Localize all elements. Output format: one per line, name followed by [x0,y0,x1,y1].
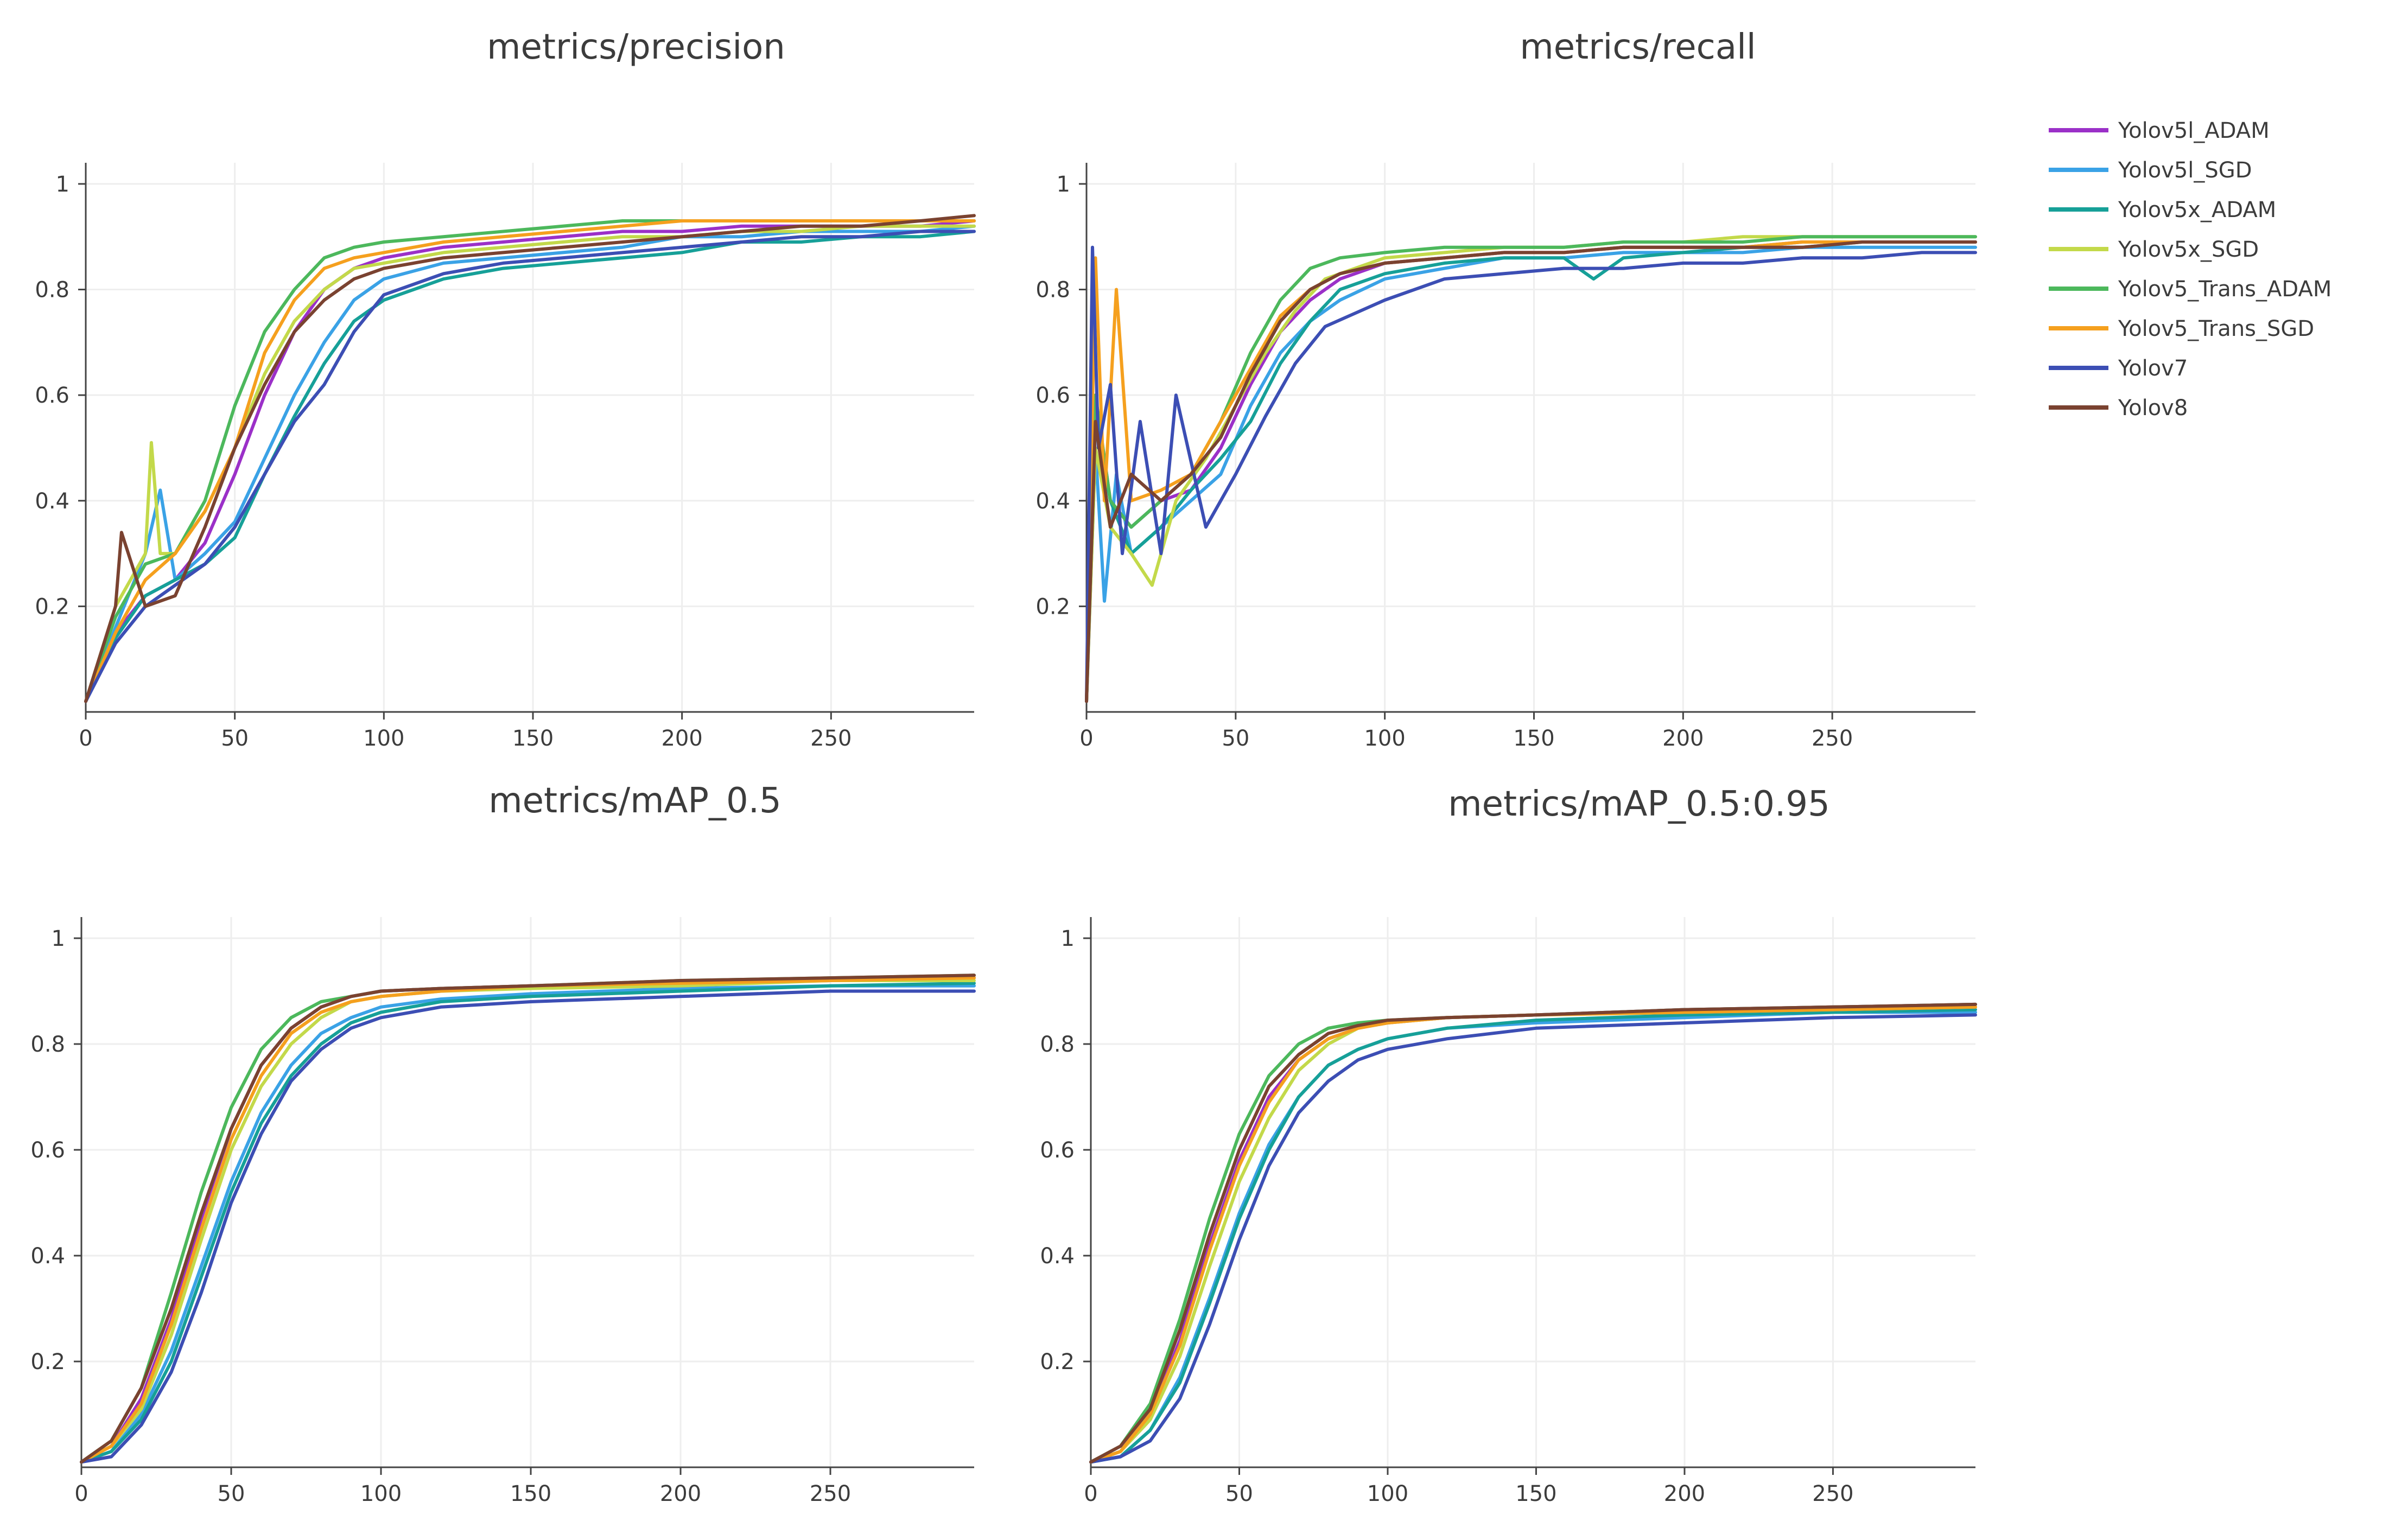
y-tick-label: 0.6 [1040,1138,1075,1163]
x-tick-label: 50 [1222,726,1249,751]
x-tick-label: 100 [363,726,404,751]
series-line-yolov5x-sgd [80,979,976,1464]
series-line-yolov5l-adam [84,219,976,703]
x-tick-label: 50 [221,726,249,751]
legend-item-yolov5l-sgd[interactable]: Yolov5l_SGD [2049,158,2252,183]
y-tick-label: 0.6 [1035,383,1070,408]
series-line-yolov8 [1089,1002,1977,1464]
y-tick-label: 0.8 [1035,278,1070,303]
legend-item-yolov7[interactable]: Yolov7 [2049,356,2188,381]
chart-title: metrics/precision [487,27,785,67]
x-tick-label: 0 [74,1481,88,1506]
legend-item-yolov5-trans-sgd[interactable]: Yolov5_Trans_SGD [2049,316,2314,341]
y-tick-label: 0.8 [30,1032,65,1057]
x-tick-label: 100 [1364,726,1405,751]
x-tick-label: 150 [510,1481,551,1506]
y-tick-label: 0.2 [35,594,69,619]
series-line-yolov8 [84,214,976,703]
y-tick-label: 0.4 [35,489,69,514]
chart-panel-metrics-map-0-5-0-95: metrics/mAP_0.5:0.95 0 50 100 150 200 250 0.2 0.… [1040,784,1977,1506]
y-tick-label: 0.8 [1040,1032,1075,1057]
x-tick-label: 200 [1664,1481,1705,1506]
chart-title: metrics/mAP_0.5:0.95 [1448,784,1830,824]
x-tick-label: 200 [661,726,702,751]
series-line-yolov7 [80,989,976,1464]
x-tick-label: 250 [810,726,852,751]
x-tick-label: 150 [1513,726,1554,751]
series-line-yolov5x-adam [1089,1008,1977,1464]
series-line-yolov5-trans-adam [1085,235,1977,703]
legend-label: Yolov7 [2118,356,2188,381]
y-tick-label: 1 [56,172,69,197]
legend-label: Yolov5x_SGD [2118,237,2259,262]
y-tick-label: 0.2 [1040,1350,1075,1374]
legend-label: Yolov5_Trans_ADAM [2118,277,2331,302]
x-tick-label: 150 [512,726,554,751]
series-line-yolov5x-sgd [84,224,976,703]
y-tick-label: 0.4 [30,1244,65,1269]
series-line-yolov5l-sgd [84,224,976,703]
x-tick-label: 250 [810,1481,851,1506]
legend-label: Yolov5x_ADAM [2118,198,2276,222]
y-tick-label: 0.6 [30,1138,65,1163]
x-tick-label: 50 [1225,1481,1253,1506]
series-line-yolov7 [84,230,976,703]
legend-item-yolov8[interactable]: Yolov8 [2049,396,2188,421]
y-tick-label: 0.4 [1035,489,1070,514]
legend-label: Yolov5l_ADAM [2118,118,2270,143]
series-line-yolov5x-sgd [1085,235,1977,703]
x-tick-label: 200 [660,1481,701,1506]
x-tick-label: 0 [1084,1481,1097,1506]
x-tick-label: 250 [1812,726,1853,751]
series-line-yolov8 [80,973,976,1464]
y-tick-label: 1 [1061,926,1075,951]
y-tick-label: 1 [52,926,65,951]
y-tick-label: 1 [1057,172,1070,197]
series-line-yolov5x-adam [80,981,976,1464]
series-line-yolov7 [1085,245,1977,703]
x-tick-label: 150 [1515,1481,1556,1506]
chart-title: metrics/recall [1520,27,1756,67]
y-tick-label: 0.6 [35,383,69,408]
chart-panel-metrics-map-0-5: metrics/mAP_0.5 0 50 100 150 200 250 0.2 0.4 0.6 0… [30,781,976,1506]
x-tick-label: 250 [1812,1481,1853,1506]
x-tick-label: 200 [1662,726,1704,751]
legend-label: Yolov8 [2118,396,2188,421]
legend-item-yolov5x-adam[interactable]: Yolov5x_ADAM [2049,198,2276,222]
y-tick-label: 0.8 [35,278,69,303]
series-line-yolov5l-sgd [80,984,976,1464]
chart-panel-metrics-precision: metrics/precision 0 50 100 150 200 250 0.2 0.4 0.… [35,27,976,751]
legend-item-yolov5-trans-adam[interactable]: Yolov5_Trans_ADAM [2049,277,2331,302]
x-tick-label: 100 [1367,1481,1408,1506]
series-line-yolov8 [1085,240,1977,703]
legend-label: Yolov5l_SGD [2118,158,2252,183]
y-tick-label: 0.2 [1035,594,1070,619]
chart-panel-metrics-recall: metrics/recall 0 50 100 150 200 250 0.2 0.4 0.6 0.… [1035,27,1977,751]
x-tick-label: 100 [360,1481,402,1506]
legend-label: Yolov5_Trans_SGD [2118,316,2314,341]
y-tick-label: 0.2 [30,1350,65,1374]
x-tick-label: 0 [1079,726,1093,751]
legend-item-yolov5x-sgd[interactable]: Yolov5x_SGD [2049,237,2259,262]
x-tick-label: 0 [79,726,92,751]
legend-item-yolov5l-adam[interactable]: Yolov5l_ADAM [2049,118,2270,143]
chart-title: metrics/mAP_0.5 [488,781,781,821]
series-line-yolov5-trans-sgd [84,219,976,703]
x-tick-label: 50 [218,1481,245,1506]
legend: Yolov5l_ADAM Yolov5l_SGD Yolov5x_ADAM Yolov… [2049,118,2331,421]
y-tick-label: 0.4 [1040,1244,1075,1269]
series-line-yolov7 [1089,1013,1977,1464]
